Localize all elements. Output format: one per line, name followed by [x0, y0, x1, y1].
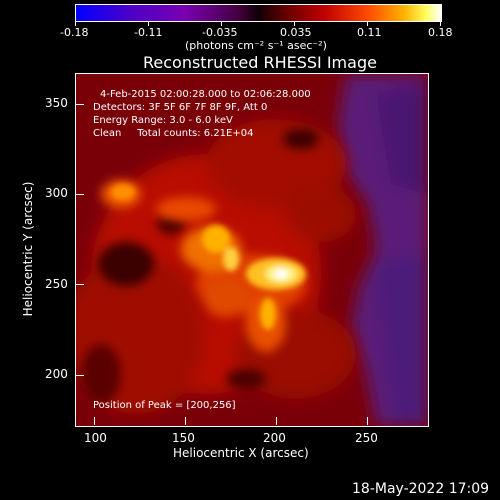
- colorbar-tick-label: -0.18: [60, 26, 89, 39]
- y-tick-label: 300: [45, 186, 68, 200]
- colorbar: [75, 4, 442, 22]
- plot-title: Reconstructed RHESSI Image: [143, 53, 377, 72]
- y-axis-label: Heliocentric Y (arcsec): [21, 181, 35, 317]
- peak-position-annotation: Position of Peak = [200,256]: [93, 400, 236, 411]
- colorbar-tick-label: 0.11: [357, 26, 382, 39]
- y-tick-label: 350: [45, 96, 68, 110]
- detectors-annotation: Detectors: 3F 5F 6F 7F 8F 9F, Att 0: [93, 102, 268, 113]
- colorbar-tick-label: -0.035: [202, 26, 238, 39]
- x-tick-label: 100: [84, 431, 107, 445]
- colorbar-tick-label: 0.18: [428, 26, 453, 39]
- y-tick-label: 200: [45, 367, 68, 381]
- time-range-annotation: 4-Feb-2015 02:00:28.000 to 02:06:28.000: [100, 89, 311, 100]
- colorbar-units: (photons cm⁻² s⁻¹ asec⁻²): [185, 39, 327, 52]
- clean-counts-annotation: Clean Total counts: 6.21E+04: [93, 128, 254, 139]
- x-tick-label: 200: [263, 431, 286, 445]
- generation-date: 18-May-2022 17:09: [352, 481, 490, 497]
- solar-flare-image: [76, 74, 428, 426]
- x-tick-label: 250: [355, 431, 378, 445]
- y-tick-label: 250: [45, 277, 68, 291]
- image-panel: [75, 73, 429, 427]
- energy-range-annotation: Energy Range: 3.0 - 6.0 keV: [93, 115, 233, 126]
- colorbar-tick-label: 0.035: [280, 26, 312, 39]
- colorbar-tick-label: -0.11: [134, 26, 163, 39]
- x-axis-label: Heliocentric X (arcsec): [173, 446, 309, 460]
- x-tick-label: 150: [172, 431, 195, 445]
